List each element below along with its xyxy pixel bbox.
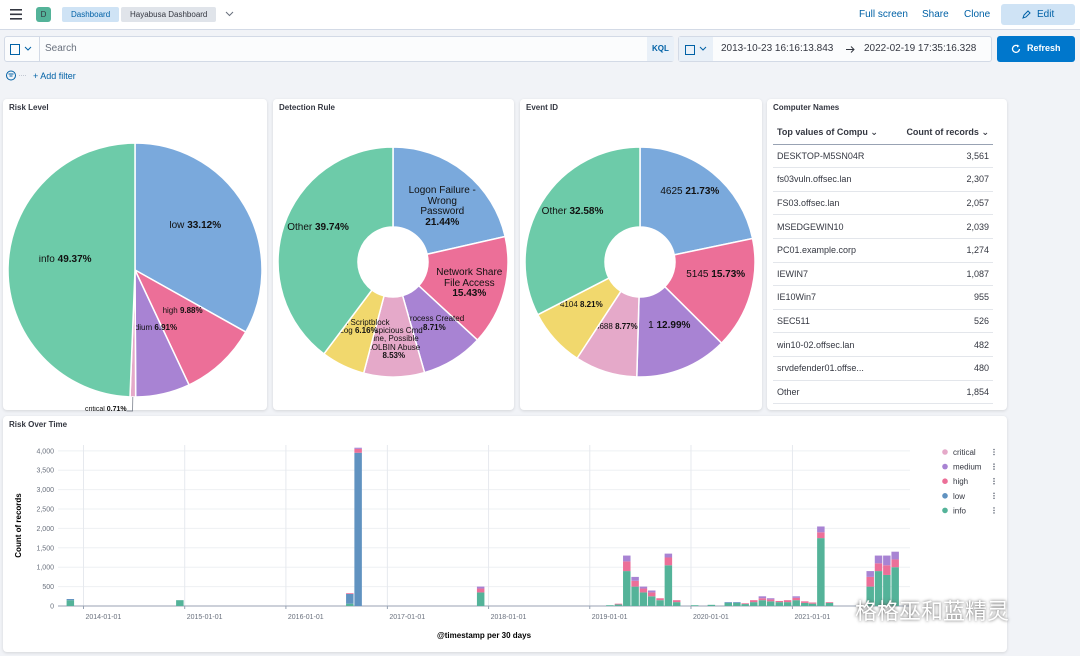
table-cell: FS03.offsec.lan: [773, 191, 894, 216]
search-box[interactable]: Search KQL: [4, 36, 674, 62]
table-cell: SEC511: [773, 309, 894, 334]
refresh-label: Refresh: [1027, 43, 1061, 53]
table-cell: srvdefender01.offse...: [773, 356, 894, 381]
filter-icon[interactable]: [6, 70, 28, 81]
table-row: win10-02.offsec.lan 482: [773, 332, 993, 357]
edit-icon: [1022, 10, 1031, 19]
table-cell: win10-02.offsec.lan: [773, 332, 894, 357]
share-link[interactable]: Share: [922, 9, 949, 20]
table-cell: 1,854: [893, 380, 993, 405]
chevron-icon[interactable]: [225, 11, 234, 17]
search-placeholder: Search: [45, 43, 77, 54]
table-row: IE10Win7 955: [773, 285, 993, 310]
table-row: PC01.example.corp 1,274: [773, 238, 993, 263]
table-row: FS03.offsec.lan 2,057: [773, 191, 993, 216]
start-date[interactable]: 2013-10-23 16:16:13.843: [721, 43, 834, 54]
data-table: Top values of Compu ⌄ Count of records ⌄…: [773, 121, 993, 405]
table-header: Top values of Compu ⌄ Count of records ⌄: [773, 121, 993, 145]
menu-icon[interactable]: [10, 9, 22, 20]
table-cell: 2,039: [893, 214, 993, 239]
table-row: MSEDGEWIN10 2,039: [773, 214, 993, 239]
table-row: fs03vuln.offsec.lan 2,307: [773, 167, 993, 192]
table-cell: 480: [893, 356, 993, 381]
table-cell: 1,087: [893, 262, 993, 287]
date-quick-menu[interactable]: [679, 37, 713, 61]
panel-title: Risk Over Time: [9, 420, 68, 429]
table-cell: 482: [893, 332, 993, 357]
panel-title: Risk Level: [9, 103, 49, 112]
column-header[interactable]: Top values of Compu ⌄: [773, 121, 894, 145]
table-cell: IE10Win7: [773, 285, 894, 310]
edit-button[interactable]: Edit: [1001, 4, 1075, 25]
full-screen-link[interactable]: Full screen: [859, 9, 908, 20]
refresh-icon: [1011, 44, 1021, 53]
table-row: srvdefender01.offse... 480: [773, 356, 993, 381]
kql-button[interactable]: KQL: [647, 37, 674, 61]
table-cell: 526: [893, 309, 993, 334]
column-header[interactable]: Count of records ⌄: [893, 121, 993, 145]
end-date[interactable]: 2022-02-19 17:35:16.328: [864, 43, 977, 54]
table-row: Other 1,854: [773, 380, 993, 405]
table-cell: fs03vuln.offsec.lan: [773, 167, 894, 192]
edit-label: Edit: [1037, 9, 1055, 20]
refresh-button[interactable]: Refresh: [997, 36, 1075, 62]
table-row: SEC511 526: [773, 309, 993, 334]
space-badge[interactable]: D: [36, 7, 51, 22]
table-cell: PC01.example.corp: [773, 238, 894, 263]
table-row: DESKTOP-M5SN04R 3,561: [773, 144, 993, 169]
panel: Detection Rule: [273, 99, 514, 410]
table-cell: DESKTOP-M5SN04R: [773, 144, 894, 169]
divider: [39, 37, 40, 61]
table-cell: 1,274: [893, 238, 993, 263]
table-cell: Other: [773, 380, 894, 405]
table-cell: IEWIN7: [773, 262, 894, 287]
add-filter-link[interactable]: + Add filter: [33, 71, 76, 81]
calendar-icon: [685, 45, 707, 55]
table-row: IEWIN7 1,087: [773, 262, 993, 287]
panel: Computer Names Top values of Compu ⌄ Cou…: [767, 99, 1007, 410]
top-bar: D Dashboard Hayabusa Dashboard Full scre…: [0, 0, 1080, 30]
date-picker[interactable]: 2013-10-23 16:16:13.843 2022-02-19 17:35…: [678, 36, 992, 62]
table-cell: 955: [893, 285, 993, 310]
column-label: Count of records: [906, 126, 979, 137]
breadcrumb: Hayabusa Dashboard: [121, 7, 217, 22]
table-cell: 2,057: [893, 191, 993, 216]
watermark: 格格巫和蓝精灵: [855, 599, 1010, 624]
table-cell: 3,561: [893, 144, 993, 169]
panel-title: Event ID: [526, 103, 559, 112]
panel: Event ID: [520, 99, 762, 410]
table-cell: MSEDGEWIN10: [773, 214, 894, 239]
panel: Risk Over Time: [3, 416, 1007, 652]
panel-title: Detection Rule: [279, 103, 336, 112]
panel: Risk Level: [3, 99, 267, 410]
column-label: Top values of Compu: [777, 126, 868, 137]
clone-link[interactable]: Clone: [964, 9, 991, 20]
arrow-icon: [846, 46, 855, 53]
table-cell: 2,307: [893, 167, 993, 192]
breadcrumb[interactable]: Dashboard: [62, 7, 120, 22]
panel-title: Computer Names: [773, 103, 840, 112]
saved-query-icon[interactable]: [10, 44, 34, 55]
